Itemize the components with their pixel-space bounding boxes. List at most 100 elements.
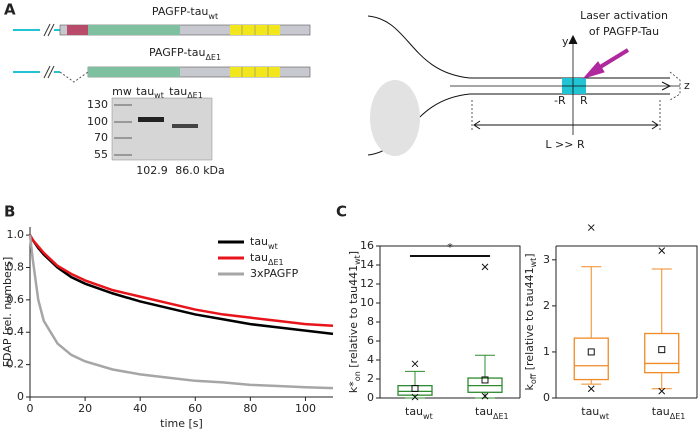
- outlier: [481, 263, 489, 271]
- y-tick-label: 0.2: [7, 358, 25, 371]
- annotation: Laser activation: [580, 9, 668, 22]
- y-tick-label: 0.4: [7, 325, 25, 338]
- line: [28, 234, 334, 328]
- y-tick-label: 6: [367, 334, 374, 347]
- axis-frame-top: [380, 245, 521, 398]
- label: [relative to tau441: [347, 265, 360, 371]
- label-sub: off: [529, 373, 538, 384]
- x-tick-label: tauwt: [581, 405, 609, 421]
- label-sub: ΔE1: [670, 412, 686, 421]
- y-tick-label: 0: [543, 391, 550, 404]
- y-tick-label: 2: [367, 372, 374, 385]
- construct-label: PAGFP-tauΔE1: [149, 46, 221, 62]
- construct-wt: [13, 23, 311, 37]
- gel-size: 86.0 kDa: [175, 164, 225, 177]
- x-tick-label: 100: [295, 402, 316, 415]
- x-tick-label: 0: [27, 402, 34, 415]
- line: [28, 234, 334, 336]
- x-tick-label: tauwt: [405, 405, 433, 421]
- y-tick-label: 1.0: [7, 228, 25, 241]
- mean: [658, 346, 666, 354]
- y-tick-label: 4: [367, 353, 374, 366]
- y-tick-label: 16: [360, 239, 374, 252]
- geometry: [367, 15, 681, 156]
- label-sub: wt: [154, 91, 164, 100]
- label: tau: [652, 405, 670, 418]
- y-tick-label: 14: [360, 258, 374, 271]
- label-sub: ΔE1: [205, 53, 221, 62]
- y-tick-label: 0: [367, 391, 374, 404]
- label: tau: [169, 85, 187, 98]
- label-sub: wt: [599, 412, 609, 421]
- mean: [587, 348, 595, 356]
- annotation: R: [580, 94, 588, 107]
- outlier: [658, 387, 666, 395]
- label-sub: wt: [208, 12, 218, 21]
- label-sub: ΔE1: [268, 258, 284, 267]
- y-tick-label: 3: [543, 253, 550, 266]
- outlier: [481, 392, 489, 400]
- y-axis-label: koff [relative to tau441wt]: [523, 253, 538, 390]
- x-tick-label: tauΔE1: [652, 405, 686, 421]
- outlier: [411, 393, 419, 401]
- label-sub: wt: [353, 255, 362, 265]
- label: [relative to tau441: [523, 267, 536, 373]
- axis-frame: [555, 246, 697, 399]
- gel-lane: tauΔE1: [169, 85, 203, 100]
- y-axis-label: FDAP [rel. numbers]: [1, 257, 14, 368]
- legend-label: tauwt: [250, 235, 278, 251]
- label: tau: [250, 251, 268, 264]
- box: [644, 332, 680, 374]
- axis-frame-top: [556, 245, 698, 398]
- gel-marker: 70: [94, 131, 108, 144]
- gel-lane: tauwt: [136, 85, 164, 100]
- label: k: [523, 384, 536, 391]
- label-sub: wt: [268, 242, 278, 251]
- panel-label: B: [4, 203, 15, 221]
- outlier: [411, 360, 419, 368]
- gel-marker: 55: [94, 148, 108, 161]
- label: ]: [523, 253, 536, 257]
- label-sub: wt: [423, 412, 433, 421]
- y-tick-label: 1: [543, 345, 550, 358]
- gel-bands: [114, 104, 198, 156]
- label: tau: [250, 235, 268, 248]
- mean: [411, 385, 419, 392]
- annotation: -R: [554, 94, 566, 107]
- line: [28, 234, 334, 390]
- x-tick-label: 60: [188, 402, 202, 415]
- label-sub: on: [353, 371, 362, 381]
- box: [573, 337, 609, 381]
- y-axis-label: k*on [relative to tau441wt]: [347, 251, 362, 393]
- y-tick-label: 0.6: [7, 293, 25, 306]
- y-tick-label: 0.8: [7, 260, 25, 273]
- construct-de1: [13, 65, 311, 83]
- label: tau: [475, 405, 493, 418]
- axis-label: z: [684, 79, 690, 92]
- annotation: of PAGFP-Tau: [589, 25, 659, 38]
- outlier: [587, 385, 595, 393]
- y-tick-label: 12: [360, 277, 374, 290]
- gel-lane: mw: [112, 85, 132, 98]
- label-sub: wt: [529, 258, 538, 268]
- construct-label: PAGFP-tauwt: [152, 5, 218, 21]
- gel-marker: 130: [87, 98, 108, 111]
- panel-label: A: [4, 1, 16, 19]
- x-axis-label: time [s]: [160, 417, 203, 430]
- x-tick-label: tauΔE1: [475, 405, 509, 421]
- label-sub: ΔE1: [493, 412, 509, 421]
- label: tau: [136, 85, 154, 98]
- mean: [481, 376, 489, 384]
- gel: [111, 97, 213, 161]
- legend-label: 3xPAGFP: [250, 267, 299, 280]
- outlier: [587, 224, 595, 231]
- label: ]: [347, 251, 360, 255]
- box: [397, 384, 433, 396]
- label: PAGFP-tau: [152, 5, 209, 18]
- label: tau: [405, 405, 423, 418]
- label: PAGFP-tau: [149, 46, 206, 59]
- label: tau: [581, 405, 599, 418]
- outlier: [658, 247, 666, 254]
